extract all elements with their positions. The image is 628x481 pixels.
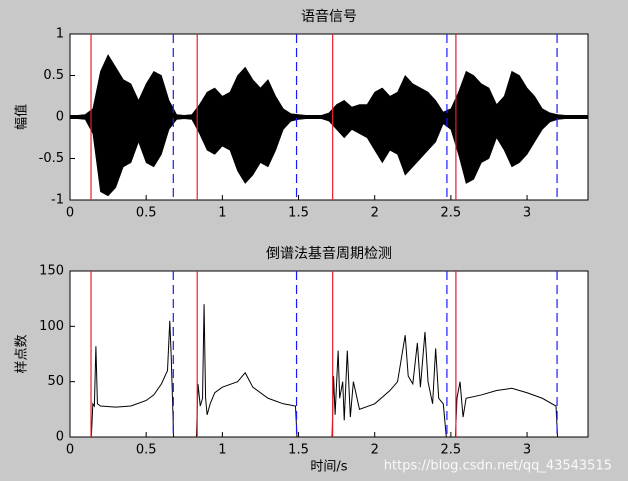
x-tick-label: 0 <box>66 206 74 221</box>
y-axis-label: 幅值 <box>14 104 30 130</box>
y-tick-label: 150 <box>39 264 64 279</box>
x-tick-label: 0.5 <box>136 206 157 221</box>
x-tick-label: 0 <box>66 443 74 458</box>
y-tick-label: -1 <box>51 193 64 208</box>
y-tick-label: 1 <box>56 27 64 42</box>
y-tick-label: -0.5 <box>39 151 64 166</box>
pitch-line <box>90 304 559 437</box>
x-axis-label: 时间/s <box>310 460 347 475</box>
y-tick-label: 0 <box>56 110 64 125</box>
x-tick-label: 1.5 <box>288 443 309 458</box>
x-tick-label: 2.5 <box>441 206 462 221</box>
watermark: https://blog.csdn.net/qq_43543515 <box>384 459 612 474</box>
y-tick-label: 0.5 <box>43 68 64 83</box>
x-tick-label: 3 <box>523 443 531 458</box>
x-tick-label: 2.5 <box>441 443 462 458</box>
chart-title: 语音信号 <box>301 8 357 25</box>
x-tick-label: 0.5 <box>136 443 157 458</box>
x-tick-label: 1 <box>218 443 226 458</box>
y-tick-label: 100 <box>39 319 64 334</box>
x-tick-label: 1 <box>218 206 226 221</box>
x-tick-label: 3 <box>523 206 531 221</box>
x-tick-label: 2 <box>371 206 379 221</box>
y-axis-label: 样点数 <box>15 334 30 373</box>
y-tick-label: 50 <box>47 374 64 389</box>
plot-area <box>69 270 589 438</box>
y-tick-label: 0 <box>56 430 64 445</box>
x-tick-label: 2 <box>371 443 379 458</box>
chart-title: 倒谱法基音周期检测 <box>266 245 392 262</box>
x-tick-label: 1.5 <box>288 206 309 221</box>
